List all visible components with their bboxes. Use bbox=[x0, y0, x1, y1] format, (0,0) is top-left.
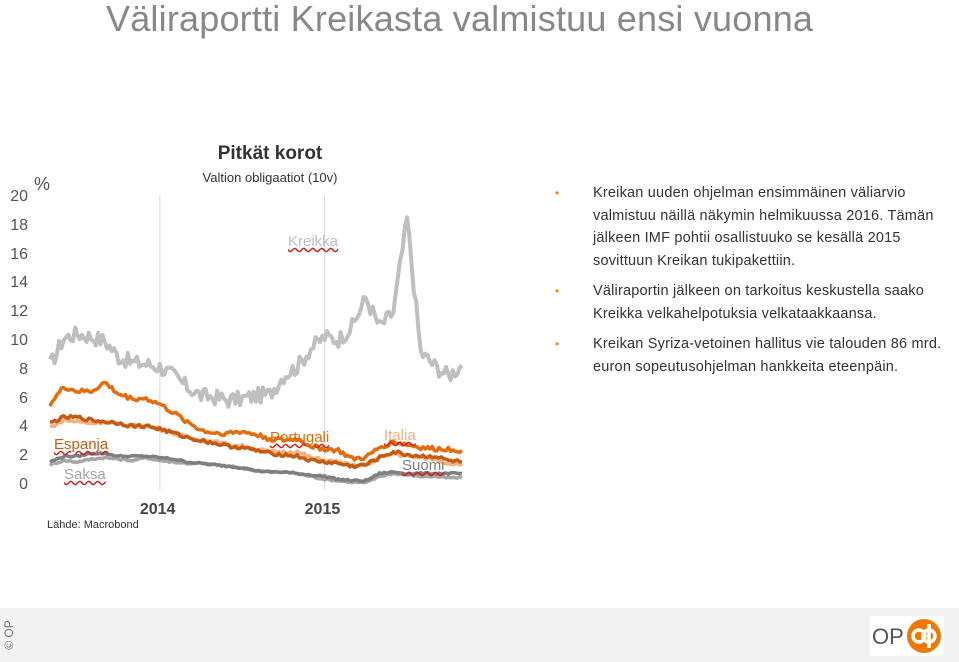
source-note: Lähde: Macrobond bbox=[47, 519, 139, 531]
copyright-text: © OP bbox=[1, 620, 16, 650]
series-label-kreikka: Kreikka bbox=[288, 233, 339, 250]
y-tick-label: 6 bbox=[19, 389, 28, 407]
chart-subtitle: Valtion obligaatiot (10v) bbox=[202, 170, 338, 185]
y-tick-label: 4 bbox=[19, 418, 28, 436]
chart-title: Pitkät korot bbox=[217, 143, 323, 164]
y-tick-label: 20 bbox=[10, 188, 28, 205]
series-label-saksa: Saksa bbox=[64, 466, 106, 483]
y-tick-label: 16 bbox=[10, 245, 28, 263]
y-tick-label: 18 bbox=[10, 216, 28, 234]
x-tick-label: 2014 bbox=[139, 501, 176, 518]
bullet-item: • Väliraportin jälkeen on tarkoitus kesku… bbox=[555, 280, 945, 325]
bullet-icon: • bbox=[555, 337, 560, 351]
bullet-list: • Kreikan uuden ohjelman ensimmäinen väli… bbox=[555, 182, 945, 386]
bullet-text: Väliraportin jälkeen on tarkoitus keskus… bbox=[593, 283, 924, 322]
bullet-text: Kreikan uuden ohjelman ensimmäinen välia… bbox=[593, 185, 934, 269]
bullet-icon: • bbox=[555, 284, 560, 298]
x-tick-label: 2015 bbox=[304, 501, 341, 518]
slide-title: Väliraportti Kreikasta valmistuu ensi vu… bbox=[106, 0, 814, 39]
series-label-italia: Italia bbox=[384, 427, 416, 444]
y-tick-label: 8 bbox=[19, 360, 28, 378]
bullet-icon: • bbox=[555, 186, 560, 200]
series-line-espanja bbox=[50, 413, 463, 470]
op-logo-icon bbox=[907, 619, 941, 653]
y-tick-label: 2 bbox=[19, 447, 28, 465]
y-tick-label: 10 bbox=[10, 332, 28, 349]
bullet-item: • Kreikan uuden ohjelman ensimmäinen väli… bbox=[555, 182, 945, 272]
series-label-portugali: Portugali bbox=[270, 429, 330, 446]
op-logo-text: OP bbox=[872, 624, 904, 649]
y-tick-label: 14 bbox=[10, 274, 28, 292]
series-line-kreikka bbox=[48, 215, 464, 409]
bullet-item: • Kreikan Syriza-vetoinen hallitus vie ta… bbox=[555, 333, 945, 378]
y-axis-unit: % bbox=[34, 174, 51, 194]
y-tick-label: 12 bbox=[10, 303, 28, 321]
copyright-notice: © OP bbox=[2, 616, 24, 656]
y-tick-label: 0 bbox=[19, 476, 28, 493]
series-label-espanja: Espanja bbox=[54, 436, 109, 453]
bullet-text: Kreikan Syriza-vetoinen hallitus vie tal… bbox=[593, 336, 942, 375]
op-logo: OP bbox=[870, 616, 944, 656]
footer-bar bbox=[0, 608, 959, 662]
series-label-suomi: Suomi bbox=[402, 457, 445, 474]
series-line-portugali bbox=[48, 380, 464, 462]
series-line-suomi bbox=[49, 450, 462, 484]
